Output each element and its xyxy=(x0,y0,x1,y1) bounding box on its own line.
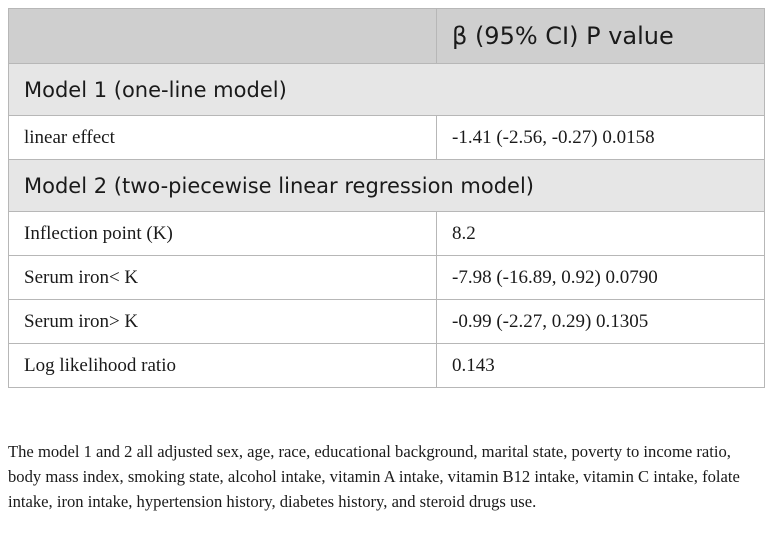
row-label: linear effect xyxy=(8,115,437,160)
row-value: -7.98 (-16.89, 0.92) 0.0790 xyxy=(436,255,765,300)
row-label: Inflection point (K) xyxy=(8,211,437,256)
table-footnote: The model 1 and 2 all adjusted sex, age,… xyxy=(8,442,740,511)
row-value: 0.143 xyxy=(436,343,765,388)
row-value: 8.2 xyxy=(436,211,765,256)
row-value: -1.41 (-2.56, -0.27) 0.0158 xyxy=(436,115,765,160)
table-row: linear effect -1.41 (-2.56, -0.27) 0.015… xyxy=(8,115,765,160)
row-label: Serum iron< K xyxy=(8,255,437,300)
section-title-model2: Model 2 (two-piecewise linear regression… xyxy=(8,159,765,212)
table-row: Log likelihood ratio 0.143 xyxy=(8,343,765,388)
table-row: Serum iron< K -7.98 (-16.89, 0.92) 0.079… xyxy=(8,255,765,300)
table-row: Inflection point (K) 8.2 xyxy=(8,211,765,256)
table-row: Serum iron> K -0.99 (-2.27, 0.29) 0.1305 xyxy=(8,299,765,344)
section-row-model1: Model 1 (one-line model) xyxy=(8,63,765,116)
header-cell-beta: β (95% CI) P value xyxy=(436,8,765,64)
row-label: Serum iron> K xyxy=(8,299,437,344)
regression-table-container: β (95% CI) P value Model 1 (one-line mod… xyxy=(8,8,765,388)
section-row-model2: Model 2 (two-piecewise linear regression… xyxy=(8,159,765,212)
row-label: Log likelihood ratio xyxy=(8,343,437,388)
table-header-row: β (95% CI) P value xyxy=(8,8,765,64)
row-value: -0.99 (-2.27, 0.29) 0.1305 xyxy=(436,299,765,344)
section-title-model1: Model 1 (one-line model) xyxy=(8,63,765,116)
regression-table: β (95% CI) P value Model 1 (one-line mod… xyxy=(8,8,765,388)
header-cell-label xyxy=(8,8,437,64)
